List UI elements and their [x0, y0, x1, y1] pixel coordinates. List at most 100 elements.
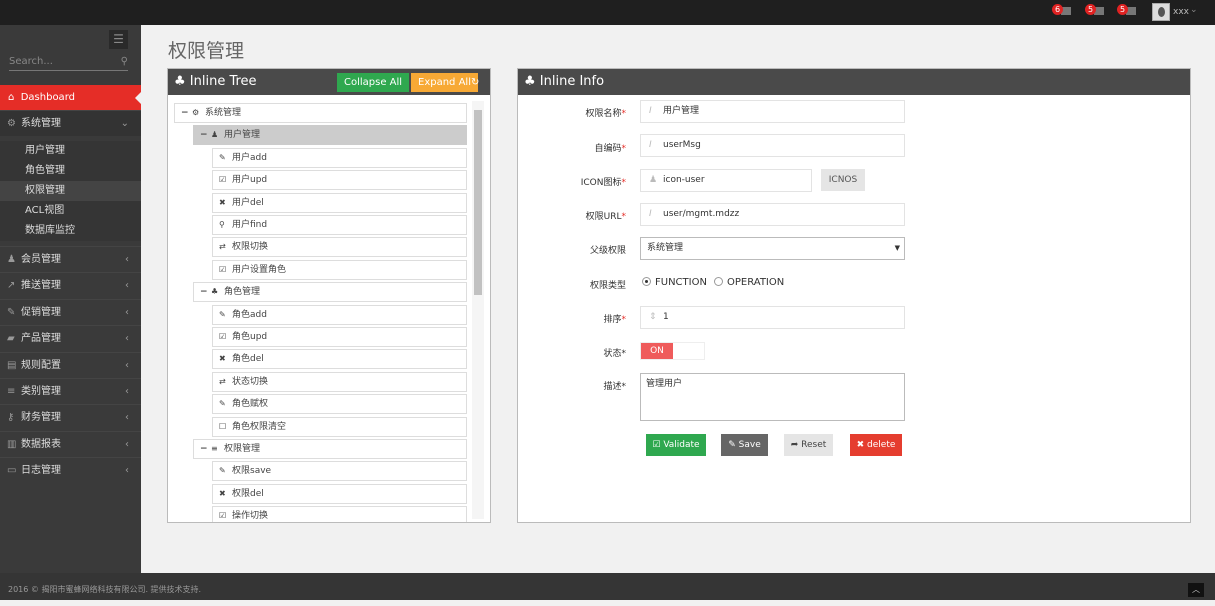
info-panel-title: Inline Info [539, 74, 605, 89]
sidebar-subitem[interactable]: ACL视图 [0, 201, 141, 221]
tree-node[interactable]: − ♣ 角色管理 [193, 282, 467, 303]
refresh-icon[interactable]: ↻ [471, 77, 480, 88]
tree-node[interactable]: ✎ 权限save [212, 461, 467, 482]
sidebar-item[interactable]: ▭ 日志管理 ‹ [0, 457, 141, 483]
url-label: 权限URL* [585, 212, 626, 222]
cogs-icon: ⚙ [192, 108, 200, 117]
tree-node[interactable]: ✖ 权限del [212, 483, 467, 504]
tree-node[interactable]: − ≡ 权限管理 [193, 439, 467, 459]
sidebar-item[interactable]: ≡ 类别管理 ‹ [0, 378, 141, 404]
scrollbar-thumb[interactable] [474, 110, 482, 295]
tree-node[interactable]: ☑ 角色upd [212, 327, 467, 347]
tree-node-label: 角色管理 [224, 287, 261, 298]
sitemap-icon: ♣ [524, 74, 536, 89]
tree-node-label: 角色add [232, 309, 267, 320]
notification-inbox[interactable]: 5 [1085, 4, 1107, 18]
tree-node[interactable]: ✖ 角色del [212, 349, 467, 370]
order-stepper[interactable]: ⇕ 1 [640, 306, 905, 329]
times-icon: ✖ [219, 488, 226, 498]
collapse-toggle-icon[interactable]: − [200, 444, 208, 454]
tree-node[interactable]: ✎ 角色赋权 [212, 394, 467, 415]
sidebar-item-system[interactable]: ⚙ 系统管理 ⌄ [0, 110, 141, 136]
tree-node-label: 系统管理 [205, 108, 242, 118]
bar-chart-icon: ▥ [7, 438, 17, 450]
collapse-all-button[interactable]: Collapse All [337, 73, 410, 92]
sidebar-item[interactable]: ▤ 规则配置 ‹ [0, 351, 141, 378]
edit-icon: ☑ [219, 511, 227, 521]
tree-scrollbar[interactable] [472, 101, 484, 519]
home-icon: ⌂ [8, 92, 15, 103]
name-input[interactable]: I 用户管理 [640, 100, 905, 123]
notification-warning[interactable]: 6 [1052, 4, 1074, 18]
icon-input[interactable]: ♟ icon-user [640, 169, 812, 192]
warning-icon [1061, 7, 1071, 15]
sidebar-subitem[interactable]: 数据库监控 [0, 221, 141, 241]
sidebar-item-label: 日志管理 [21, 465, 61, 477]
tree-node[interactable]: ⇄ 权限切换 [212, 237, 467, 258]
tree-node[interactable]: ☑ 操作切换 [212, 506, 467, 522]
desc-textarea[interactable]: 管理用户 [640, 373, 905, 421]
avatar[interactable] [1152, 3, 1170, 21]
sidebar-item[interactable]: ▥ 数据报表 ‹ [0, 430, 141, 457]
chevron-up-icon[interactable]: ︿ [1188, 583, 1204, 597]
sidebar-item[interactable]: ✎ 促销管理 ‹ [0, 298, 141, 325]
sidebar-item[interactable]: ▰ 产品管理 ‹ [0, 325, 141, 351]
tree-node[interactable]: ✖ 用户del [212, 192, 467, 213]
sidebar-item[interactable]: ⚷ 财务管理 ‹ [0, 404, 141, 430]
sidebar-subitem[interactable]: 权限管理 [0, 181, 141, 201]
retweet-icon: ⇄ [219, 376, 226, 386]
name-label: 权限名称* [585, 109, 626, 119]
tree-node[interactable]: ✎ 角色add [212, 304, 467, 325]
tasks-badge: 5 [1117, 4, 1129, 15]
list-alt-icon: ▤ [7, 359, 17, 371]
validate-button[interactable]: ☑ Validate [646, 434, 706, 456]
tree-node[interactable]: ☑ 用户upd [212, 170, 467, 191]
sidebar-subitem-label: 数据库监控 [25, 225, 75, 236]
share-icon: ↗ [7, 280, 16, 292]
code-label: 自编码* [594, 144, 626, 154]
tree-node-label: 状态切换 [232, 376, 269, 387]
status-toggle[interactable]: ON [640, 342, 705, 360]
chevron-left-icon: ‹ [125, 254, 129, 265]
tree-node[interactable]: ⇄ 状态切换 [212, 371, 467, 392]
tree-node[interactable]: ☐ 角色权限清空 [212, 416, 467, 437]
sidebar-toggle-menu-icon[interactable]: ☰ [109, 30, 128, 49]
parent-label: 父级权限 [589, 246, 626, 256]
collapse-toggle-icon[interactable]: − [200, 287, 208, 298]
sidebar-subitem-label: 角色管理 [25, 165, 65, 176]
tree-node[interactable]: − ⚙ 系统管理 [174, 103, 467, 123]
sidebar-subitem[interactable]: 角色管理 [0, 161, 141, 181]
type-radio-operation[interactable]: OPERATION [714, 277, 784, 288]
collapse-toggle-icon[interactable]: − [200, 130, 208, 141]
tree-node-label: 权限del [232, 488, 264, 499]
chevron-down-icon[interactable]: ⌄ [1190, 5, 1198, 15]
expand-all-button[interactable]: Expand All [411, 73, 478, 92]
user-icon: ♟ [211, 130, 219, 140]
tree-node[interactable]: ✎ 用户add [212, 147, 467, 168]
sidebar-item-dashboard[interactable]: ⌂ Dashboard [0, 85, 141, 110]
share-icon: ➦ [790, 440, 799, 450]
reset-button[interactable]: ➦ Reset [784, 434, 833, 456]
parent-select[interactable]: 系统管理 ▼ [640, 237, 905, 260]
status-on: ON [641, 343, 673, 359]
search-icon: ⚲ [219, 220, 225, 229]
sidebar-subitem[interactable]: 用户管理 [0, 141, 141, 161]
sidebar-item[interactable]: ♟ 会员管理 ‹ [0, 246, 141, 272]
tree-node[interactable]: − ♟ 用户管理 [193, 125, 467, 146]
order-label: 排序* [603, 315, 626, 325]
tree-node[interactable]: ⚲ 用户find [212, 215, 467, 235]
sidebar-item[interactable]: ↗ 推送管理 ‹ [0, 272, 141, 298]
username[interactable]: xxx [1173, 7, 1189, 17]
icons-button[interactable]: ICNOS [821, 169, 865, 191]
search-icon[interactable]: ⚲ [120, 56, 128, 67]
tree-node[interactable]: ☑ 用户设置角色 [212, 259, 467, 280]
delete-button[interactable]: ✖ delete [850, 434, 902, 456]
collapse-toggle-icon[interactable]: − [181, 108, 189, 118]
sidebar-search-input[interactable]: Search... ⚲ [9, 56, 128, 71]
notification-tasks[interactable]: 5 [1117, 4, 1139, 18]
tree-node-label: 用户find [232, 220, 268, 230]
type-radio-function[interactable]: FUNCTION [642, 277, 707, 288]
save-button[interactable]: ✎ Save [721, 434, 768, 456]
